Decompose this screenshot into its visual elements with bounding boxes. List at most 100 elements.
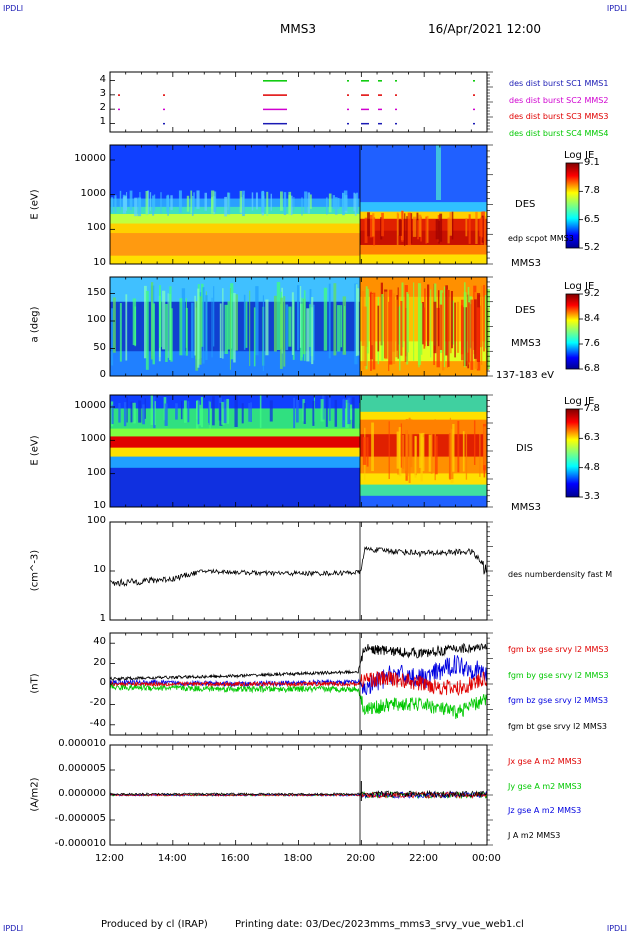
des-spec-pre-streak — [190, 190, 193, 214]
bfield-legend-3: fgm bt gse srvy l2 MMS3 — [508, 721, 607, 731]
pad-pre-streak — [195, 307, 197, 360]
panel3-colorbar-label: 6.8 — [584, 363, 600, 374]
dis-spec-post-band-2 — [360, 419, 487, 435]
des-spec-post-streak — [449, 212, 452, 236]
panel4-ytick-label: 10000 — [74, 400, 106, 411]
panel2-colorbar-label: 5.2 — [584, 242, 600, 253]
des-spec-pre-streak — [255, 192, 258, 210]
des-spec-post-streak — [439, 213, 443, 242]
density-legend: des numberdensity fast M — [508, 570, 613, 579]
pad-pre-streak — [111, 308, 114, 366]
dis-spec-pre-streak — [334, 399, 338, 427]
panel4-colorbar-label: 3.3 — [584, 491, 600, 502]
panel3-colorbar-label: 9.2 — [584, 288, 600, 299]
des-spec-post-streak — [412, 216, 417, 237]
des-spec-post-band-3 — [360, 218, 487, 232]
pad-post-streak — [420, 303, 423, 355]
des-spec-pre-streak — [307, 192, 311, 214]
pad-post-streak — [370, 291, 372, 371]
pad-pre-streak — [194, 295, 196, 356]
dis-spec-post-streak — [465, 424, 468, 480]
burst-legend-1: des dist burst SC1 MMS1 — [509, 79, 609, 88]
pad-pre-streak — [169, 286, 172, 361]
pad-pre-streak — [229, 288, 232, 370]
des-spec-pre-streak — [152, 195, 155, 216]
des-spec-post-streak — [406, 216, 408, 245]
panel3-ytick-label: 100 — [86, 314, 106, 325]
pad-post-streak — [406, 292, 409, 365]
current-legend-3: J A m2 MMS3 — [508, 830, 561, 840]
pad-post-streak — [426, 284, 430, 347]
pad-pre-streak — [201, 283, 204, 347]
dis-spec-post-streak — [362, 437, 367, 465]
des-spec-pre-streak — [224, 196, 228, 217]
pad-post-streak — [417, 283, 422, 366]
pad-post-streak — [395, 299, 398, 358]
dis-spec-post-streak — [388, 421, 390, 480]
dis-spec-post-streak — [414, 435, 417, 478]
pad-post-streak — [398, 305, 401, 371]
panel2-colorbar-label: 6.5 — [584, 213, 600, 225]
dis-spec-post-streak — [449, 417, 451, 480]
panel7-ytick-label: 0.000005 — [58, 763, 106, 774]
des-spec-post-band-5 — [360, 244, 487, 255]
des-spec-pre-streak — [326, 197, 328, 215]
x-tick-label: 00:00 — [472, 853, 501, 864]
dis-spec-post-streak — [409, 419, 413, 468]
current-legend-2: Jz gse A m2 MMS3 — [508, 806, 582, 815]
dis-label: DIS — [516, 443, 533, 454]
dis-spec-post-streak — [400, 423, 402, 468]
pad-pre-streak — [197, 288, 200, 368]
burst-flag-3 — [361, 94, 369, 96]
dis-spec-post-streak — [371, 422, 374, 472]
pad-pre-streak — [249, 290, 251, 367]
burst-flag-1 — [473, 122, 475, 125]
pad-post-streak — [437, 290, 440, 347]
des-spec-pre-streak — [134, 197, 138, 217]
pad-pre-streak — [288, 306, 292, 347]
pad-post-streak — [441, 292, 445, 371]
burst-flag-2 — [361, 108, 369, 111]
dis-spec-pre-streak — [132, 402, 136, 424]
des-spec-pre-streak — [139, 192, 141, 211]
panel7-ytick-label: -0.000005 — [54, 813, 106, 824]
dis-spec-pre-streak — [296, 399, 299, 423]
pad-post-streak — [400, 300, 403, 356]
pad-pre-streak — [273, 295, 277, 352]
pad-post-streak — [470, 299, 474, 370]
dis-spec-post-band-5 — [360, 473, 487, 486]
pad-pre-streak — [211, 297, 213, 358]
corner-label-tl: IPDLI — [3, 4, 24, 13]
dis-spec-pre-streak — [345, 399, 349, 428]
dis-spec-pre-streak — [241, 403, 244, 424]
dis-spec-pre-streak — [123, 402, 127, 427]
dis-spec-pre-streak — [164, 403, 168, 426]
des-spec-pre-streak — [137, 197, 142, 217]
panel2-ytick-label: 1000 — [80, 187, 106, 199]
burst-flag-4 — [361, 80, 369, 82]
des-spec-pre-band-1 — [110, 198, 360, 208]
panel7-ylabel: (A/m2) — [29, 777, 41, 812]
footer-produced: Produced by cl (IRAP) — [101, 919, 208, 930]
pad-pre-streak — [185, 298, 188, 348]
pad-pre-streak — [309, 304, 311, 347]
burst-legend-3: des dist burst SC3 MMS3 — [509, 112, 609, 121]
des-spec-pre-streak — [145, 190, 148, 216]
dis-spec-pre-streak — [303, 403, 306, 424]
bfield-legend-0: fgm bx gse srvy l2 MMS3 — [508, 645, 609, 654]
dis-mms3-label: MMS3 — [511, 502, 541, 513]
pad-pre-streak — [191, 302, 194, 358]
des-spec-post-streak — [372, 213, 375, 237]
pad-pre-streak — [222, 288, 224, 359]
pad-pre-streak — [224, 304, 228, 354]
des-spec-pre-streak — [337, 197, 340, 209]
des-spec-pre-band-5 — [110, 233, 360, 257]
pad-pre-streak — [145, 290, 149, 370]
burst-flag-1 — [395, 122, 397, 125]
pad-post-band-3 — [360, 361, 487, 377]
pad-pre-streak — [150, 282, 154, 360]
pad-pre-streak — [285, 304, 289, 351]
pad-post-streak — [446, 289, 449, 368]
pad-pre-streak — [165, 303, 168, 362]
dis-spec-post-streak — [473, 420, 476, 465]
